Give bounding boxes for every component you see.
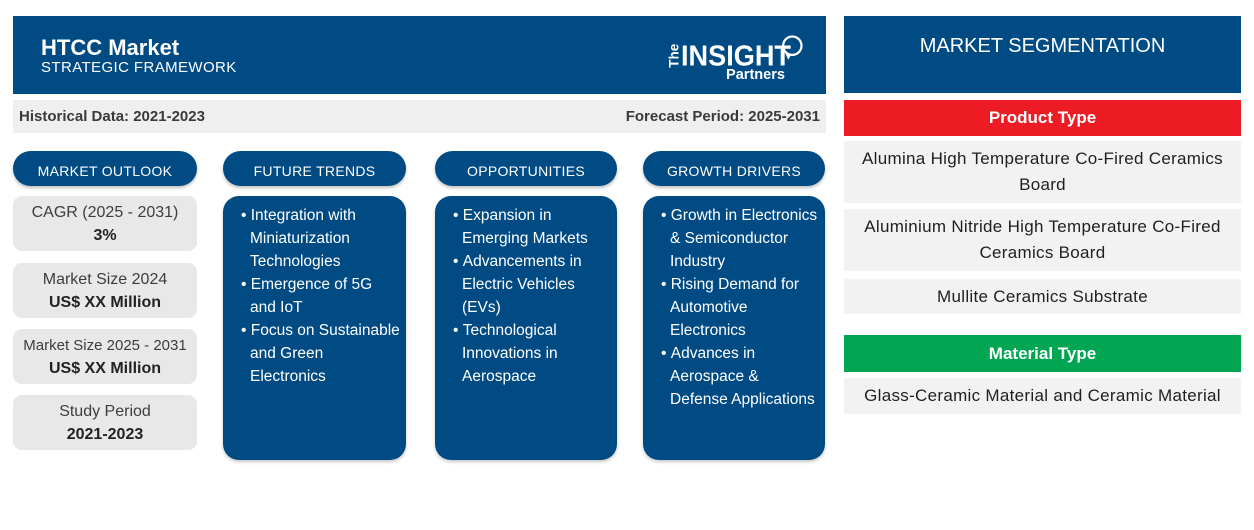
svg-text:The: The <box>667 43 682 67</box>
svg-text:INSIGHT: INSIGHT <box>681 41 791 73</box>
svg-text:Partners: Partners <box>726 66 785 83</box>
